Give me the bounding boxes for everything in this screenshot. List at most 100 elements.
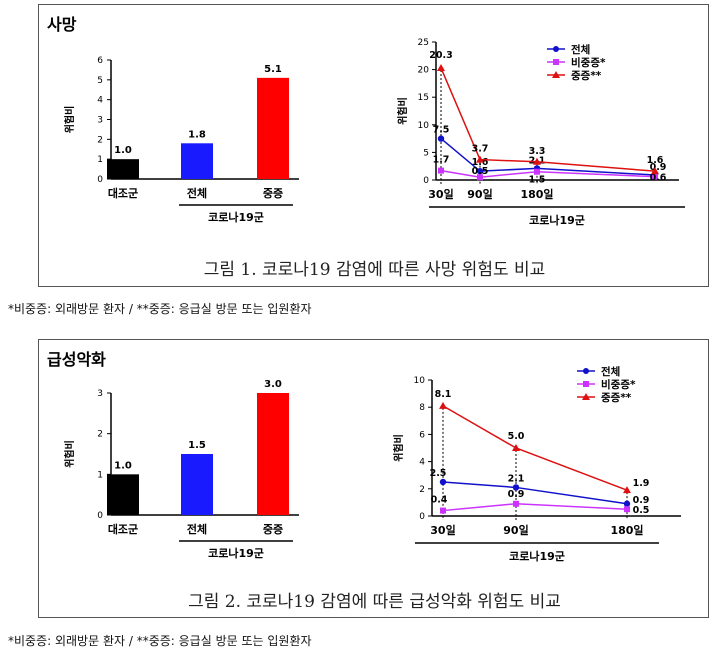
figure-2-footnote: *비중증: 외래방문 환자 / **중증: 응급실 방문 또는 입원환자 [8,634,312,648]
x-tick-label: 대조군 [108,186,138,200]
data-point [624,506,630,513]
y-tick-label: 2 [97,135,103,145]
data-point [477,174,483,181]
x-tick-label: 90일 [467,187,492,201]
x-tick-label: 중증 [263,523,283,536]
point-data-label: 0.5 [633,505,650,516]
y-axis-label: 위험비 [63,106,76,134]
series-line-1 [440,138,656,176]
data-point [512,484,520,491]
y-tick-label: 4 [97,96,103,106]
legend-marker [553,46,559,52]
bar [257,393,289,515]
x-tick-label: 30일 [430,523,455,537]
legend-marker [583,368,589,374]
x-axis-label: 코로나19군 [529,213,585,227]
data-point [651,167,659,175]
data-point [476,167,484,175]
y-tick-label: 8 [419,403,425,413]
legend-marker [583,381,589,387]
y-tick-label: 2 [419,485,425,495]
point-data-label: 1.9 [633,478,650,489]
legend-entry: 전체 [571,43,590,56]
data-point [439,478,447,486]
data-point [437,135,445,142]
legend-entry: 전체 [601,365,620,378]
series-line-3 [442,405,628,491]
series-line-2 [442,503,628,512]
data-point [440,507,446,514]
point-data-label: 1.5 [529,175,546,186]
point-data-label: 1.6 [472,157,489,168]
x-tick-label: 90일 [503,523,528,537]
bar-data-label: 3.0 [264,379,282,390]
series-line-3 [440,67,656,172]
data-point [623,500,631,507]
data-point [533,157,541,165]
figure-2-section-title: 급성악화 [47,350,106,369]
y-tick-label: 20 [418,66,430,76]
legend-entry: 비중증* [601,378,636,391]
point-data-label: 0.4 [431,495,448,506]
bar [181,454,213,515]
y-tick-label: 1 [97,155,103,165]
y-tick-label: 3 [97,116,103,126]
y-axis-label: 위험비 [396,97,409,125]
figure-1-caption: 그림 1. 코로나19 감염에 따른 사망 위험도 비교 [203,260,546,280]
data-point [476,155,484,163]
figure-1-footnote: *비중증: 외래방문 환자 / **중증: 응급실 방문 또는 입원환자 [8,302,312,316]
y-tick-label: 0 [419,512,425,522]
point-data-label: 20.3 [429,50,452,61]
bar [107,159,139,179]
y-tick-label: 0 [97,511,103,521]
point-data-label: 7.5 [433,125,450,136]
bar-data-label: 5.1 [264,64,282,75]
legend-entry: 비중증* [571,56,606,69]
x-tick-label: 30일 [428,187,453,201]
x-tick-label: 대조군 [108,522,138,536]
data-point [439,401,447,409]
bar [181,143,213,179]
y-tick-label: 15 [418,93,429,103]
point-data-label: 3.7 [472,144,489,155]
y-tick-label: 4 [419,458,425,468]
bar [257,77,289,179]
legend-marker [553,59,559,65]
point-data-label: 8.1 [435,389,452,400]
y-tick-label: 5 [97,76,103,86]
x-tick-label: 180일 [610,523,643,537]
data-point [534,168,540,175]
data-point [623,486,631,494]
point-data-label: 0.9 [633,495,650,506]
x-tick-label: 중증 [263,187,283,200]
data-point [652,173,658,180]
point-data-label: 0.9 [508,489,525,500]
legend-entry: 중증** [571,70,602,82]
y-tick-label: 6 [97,56,103,66]
legend-marker [552,71,560,78]
y-tick-label: 5 [423,148,429,158]
y-tick-label: 2 [97,430,103,440]
y-axis-label: 위험비 [392,434,405,462]
figure-2-panel: 급성악화 0 1 2 3 위험비 1.0 대조군 1.5 전체 3.0 중증 코로나19군 0 2 4 6 8… [38,339,709,618]
bar-data-label: 1.0 [114,145,132,156]
point-data-label: 3.3 [529,146,546,157]
bar-data-label: 1.0 [114,460,132,471]
point-data-label: 2.5 [430,468,447,479]
y-tick-label: 0 [97,175,103,185]
point-data-label: 5.0 [508,431,525,442]
y-tick-label: 6 [419,430,425,440]
bar [107,474,139,515]
figure-1-section-title: 사망 [47,15,77,34]
point-data-label: 0.9 [650,162,667,173]
point-data-label: 0.6 [650,173,667,184]
point-data-label: 2.1 [508,473,525,484]
y-axis-label: 위험비 [63,440,76,468]
data-point [438,167,444,174]
y-tick-label: 0 [423,176,429,186]
legend-entry: 중증** [601,392,632,404]
figure-2-caption: 그림 2. 코로나19 감염에 따른 급성악화 위험도 비교 [188,592,561,612]
